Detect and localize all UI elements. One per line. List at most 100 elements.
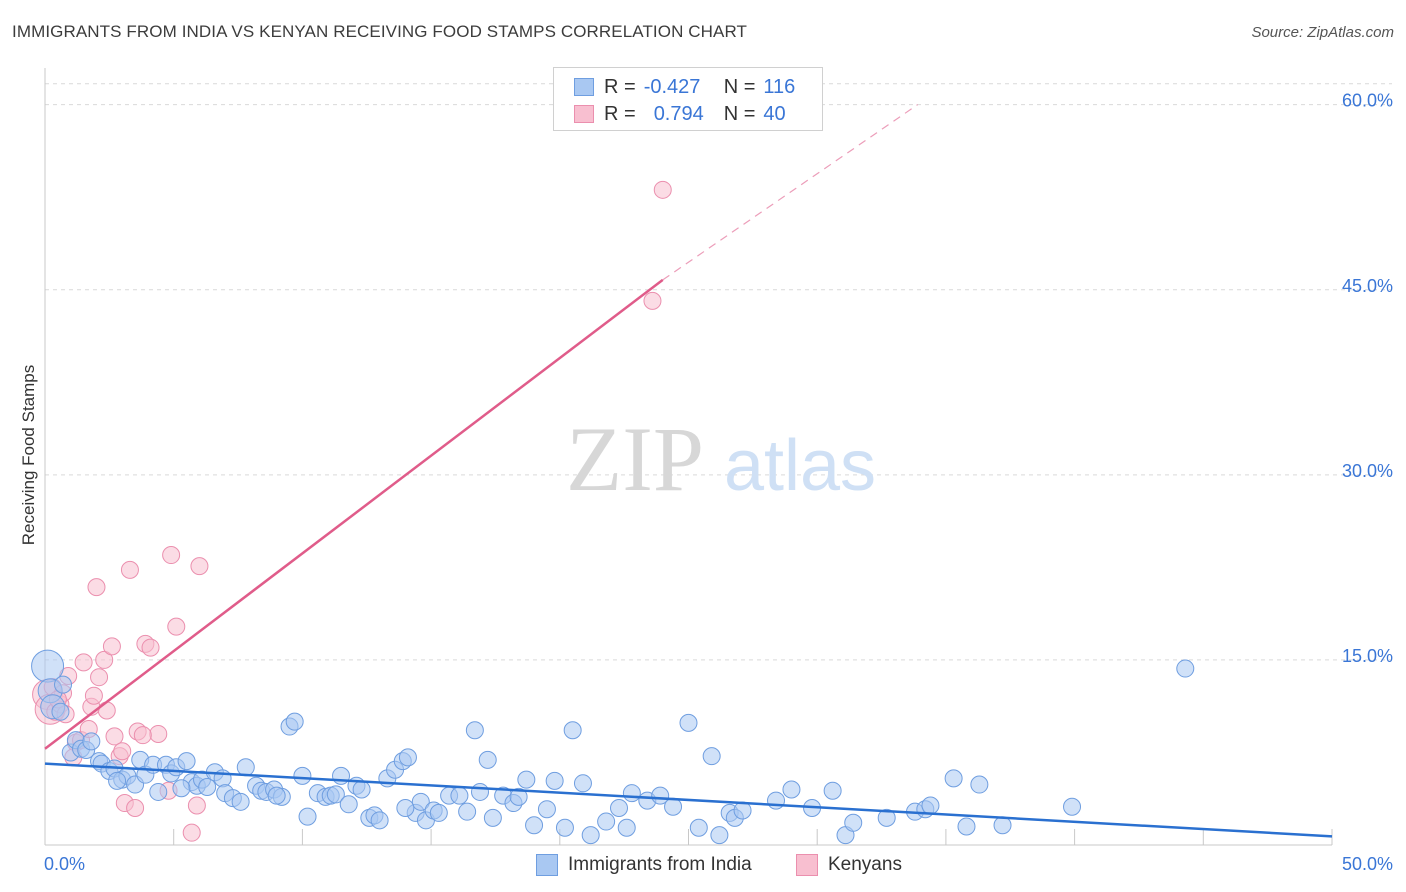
kenyans-point bbox=[113, 742, 132, 761]
watermark-atlas: atlas bbox=[724, 426, 876, 506]
india-point bbox=[921, 796, 940, 815]
bottom-legend-india[interactable]: Immigrants from India bbox=[536, 852, 752, 878]
stats-legend: R = -0.427 N = 116 R = 0.794 N = 40 bbox=[553, 67, 823, 131]
india-point bbox=[396, 798, 415, 817]
india-point bbox=[957, 817, 976, 836]
india-point bbox=[370, 811, 389, 830]
india-point bbox=[450, 786, 469, 805]
kenya-legend-swatch bbox=[796, 854, 818, 876]
india-point bbox=[54, 675, 73, 694]
kenyans-trend-extension bbox=[662, 104, 918, 281]
india-point bbox=[298, 807, 317, 826]
india-point bbox=[525, 816, 544, 835]
india-point bbox=[285, 712, 304, 731]
india-point bbox=[610, 798, 629, 817]
x-tick-label-min: 0.0% bbox=[44, 854, 85, 874]
india-point bbox=[545, 771, 564, 790]
india-point bbox=[970, 775, 989, 794]
india-point bbox=[177, 752, 196, 771]
india-point bbox=[517, 770, 536, 789]
kenya-legend-label: Kenyans bbox=[828, 854, 902, 875]
india-point bbox=[429, 803, 448, 822]
india-point bbox=[339, 795, 358, 814]
india-r-value: -0.427 bbox=[643, 75, 701, 98]
india-point bbox=[483, 808, 502, 827]
india-legend-label: Immigrants from India bbox=[568, 854, 752, 875]
india-point bbox=[411, 792, 430, 811]
india-point bbox=[465, 721, 484, 740]
india-r-label: R = bbox=[604, 75, 636, 98]
kenya-r-label: R = bbox=[604, 102, 636, 125]
kenyans-point bbox=[141, 638, 160, 657]
kenyans-point bbox=[133, 726, 152, 745]
kenyans-point bbox=[105, 727, 124, 746]
india-point bbox=[231, 792, 250, 811]
india-point bbox=[877, 808, 896, 827]
india-point bbox=[563, 721, 582, 740]
chart-title: IMMIGRANTS FROM INDIA VS KENYAN RECEIVIN… bbox=[12, 22, 748, 41]
india-point bbox=[51, 702, 70, 721]
india-point bbox=[471, 782, 490, 801]
india-point bbox=[352, 780, 371, 799]
kenya-swatch bbox=[574, 105, 594, 123]
kenyans-point bbox=[653, 180, 672, 199]
kenyans-point bbox=[84, 686, 103, 705]
india-point bbox=[944, 769, 963, 788]
kenyans-point bbox=[87, 578, 106, 597]
india-point bbox=[767, 791, 786, 810]
india-point bbox=[679, 713, 698, 732]
india-point bbox=[108, 771, 127, 790]
kenyans-point bbox=[643, 291, 662, 310]
india-point bbox=[149, 782, 168, 801]
kenya-r-value: 0.794 bbox=[653, 102, 704, 125]
watermark-zip: ZIP bbox=[566, 408, 704, 510]
india-point bbox=[555, 818, 574, 837]
kenyans-trend-line bbox=[44, 278, 664, 750]
kenyans-point bbox=[95, 650, 114, 669]
kenyans-point bbox=[97, 701, 116, 720]
legend-row-india: R = -0.427 N = 116 bbox=[574, 74, 795, 100]
legend-row-kenyans: R = 0.794 N = 40 bbox=[574, 101, 786, 127]
india-points bbox=[31, 649, 1195, 845]
india-point bbox=[537, 800, 556, 819]
kenyans-point bbox=[90, 668, 109, 687]
y-tick-label: 15.0% bbox=[1342, 646, 1393, 666]
tick-labels: 15.0% 30.0% 45.0% 60.0% 0.0% 50.0% bbox=[44, 91, 1393, 874]
kenya-n-value: 40 bbox=[763, 102, 786, 125]
india-point bbox=[581, 826, 600, 845]
india-point bbox=[1176, 659, 1195, 678]
india-point bbox=[823, 781, 842, 800]
kenyans-point bbox=[187, 796, 206, 815]
kenyans-point bbox=[120, 560, 139, 579]
india-swatch bbox=[574, 78, 594, 96]
x-tick-label-max: 50.0% bbox=[1342, 854, 1393, 874]
india-point bbox=[198, 778, 217, 797]
india-point bbox=[82, 732, 101, 751]
kenyans-point bbox=[162, 546, 181, 565]
india-point bbox=[664, 797, 683, 816]
india-point bbox=[651, 786, 670, 805]
india-point bbox=[1063, 797, 1082, 816]
y-tick-label: 30.0% bbox=[1342, 461, 1393, 481]
kenyans-point bbox=[102, 637, 121, 656]
india-point bbox=[172, 779, 191, 798]
kenyans-point bbox=[182, 823, 201, 842]
y-tick-label: 45.0% bbox=[1342, 276, 1393, 296]
bottom-legend-kenyans[interactable]: Kenyans bbox=[796, 852, 902, 878]
kenyans-point bbox=[167, 617, 186, 636]
kenyans-point bbox=[190, 557, 209, 576]
kenya-n-label: N = bbox=[723, 102, 756, 125]
y-tick-label: 60.0% bbox=[1342, 91, 1393, 111]
india-point bbox=[689, 818, 708, 837]
india-legend-swatch bbox=[536, 854, 558, 876]
india-point bbox=[478, 750, 497, 769]
india-point bbox=[267, 786, 286, 805]
india-point bbox=[573, 774, 592, 793]
india-point bbox=[293, 766, 312, 785]
kenyans-point bbox=[149, 724, 168, 743]
kenyans-point bbox=[126, 798, 145, 817]
india-n-label: N = bbox=[723, 75, 756, 98]
kenyans-point bbox=[74, 653, 93, 672]
source-label: Source: ZipAtlas.com bbox=[1251, 24, 1394, 41]
